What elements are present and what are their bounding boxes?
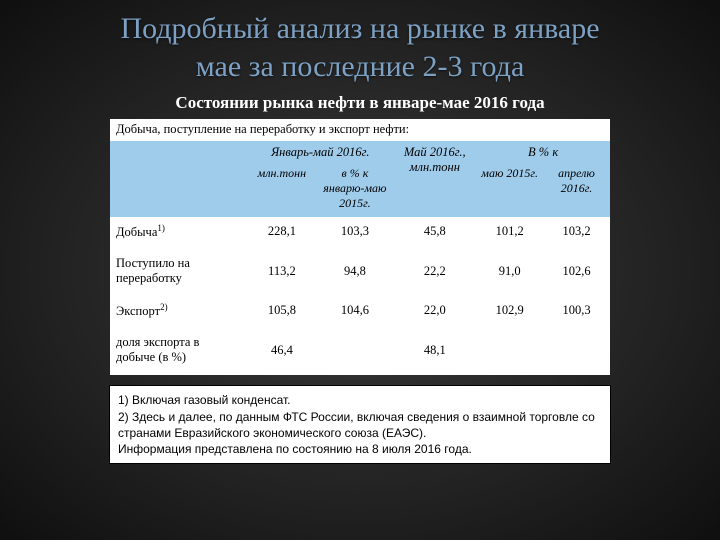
cell: 45,8 xyxy=(393,217,476,250)
footnote-box: 1) Включая газовый конденсат. 2) Здесь и… xyxy=(109,385,611,464)
slide-subtitle: Состоянии рынка нефти в январе-мае 2016 … xyxy=(0,93,720,113)
footnote-2: 2) Здесь и далее, по данным ФТС России, … xyxy=(118,409,602,441)
oil-table: Добыча, поступление на переработку и экс… xyxy=(110,119,610,375)
cell: 102,9 xyxy=(476,296,543,329)
cell: 100,3 xyxy=(543,296,610,329)
cell: 22,2 xyxy=(393,250,476,296)
cell xyxy=(476,329,543,375)
cell: 228,1 xyxy=(247,217,316,250)
hdr-apr2016: апрелю 2016г. xyxy=(543,164,610,217)
table-caption: Добыча, поступление на переработку и экс… xyxy=(110,119,610,141)
cell: 91,0 xyxy=(476,250,543,296)
cell: 101,2 xyxy=(476,217,543,250)
hdr-may: Май 2016г., млн.тонн xyxy=(393,141,476,217)
row-label: Экспорт2) xyxy=(110,296,247,329)
cell: 94,8 xyxy=(317,250,394,296)
cell: 46,4 xyxy=(247,329,316,375)
title-line-2: мае за последние 2-3 года xyxy=(196,50,525,83)
row-label: Добыча1) xyxy=(110,217,247,250)
hdr-pct-jan-may: в % к январю-маю 2015г. xyxy=(317,164,394,217)
footnote-1: 1) Включая газовый конденсат. xyxy=(118,392,602,408)
cell: 22,0 xyxy=(393,296,476,329)
title-line-1: Подробный анализ на рынке в январе xyxy=(120,12,599,45)
cell: 102,6 xyxy=(543,250,610,296)
cell xyxy=(543,329,610,375)
hdr-pct: В % к xyxy=(476,141,610,164)
cell: 48,1 xyxy=(393,329,476,375)
cell: 105,8 xyxy=(247,296,316,329)
cell: 104,6 xyxy=(317,296,394,329)
cell: 103,3 xyxy=(317,217,394,250)
row-label: Поступило на переработку xyxy=(110,250,247,296)
cell: 103,2 xyxy=(543,217,610,250)
slide-title: Подробный анализ на рынке в январе мае з… xyxy=(0,0,720,85)
hdr-jan-may: Январь-май 2016г. xyxy=(247,141,393,164)
footnote-3: Информация представлена по состоянию на … xyxy=(118,441,602,457)
hdr-may2015: маю 2015г. xyxy=(476,164,543,217)
cell xyxy=(317,329,394,375)
row-label: доля экспорта в добыче (в %) xyxy=(110,329,247,375)
hdr-mln: млн.тонн xyxy=(247,164,316,217)
cell: 113,2 xyxy=(247,250,316,296)
